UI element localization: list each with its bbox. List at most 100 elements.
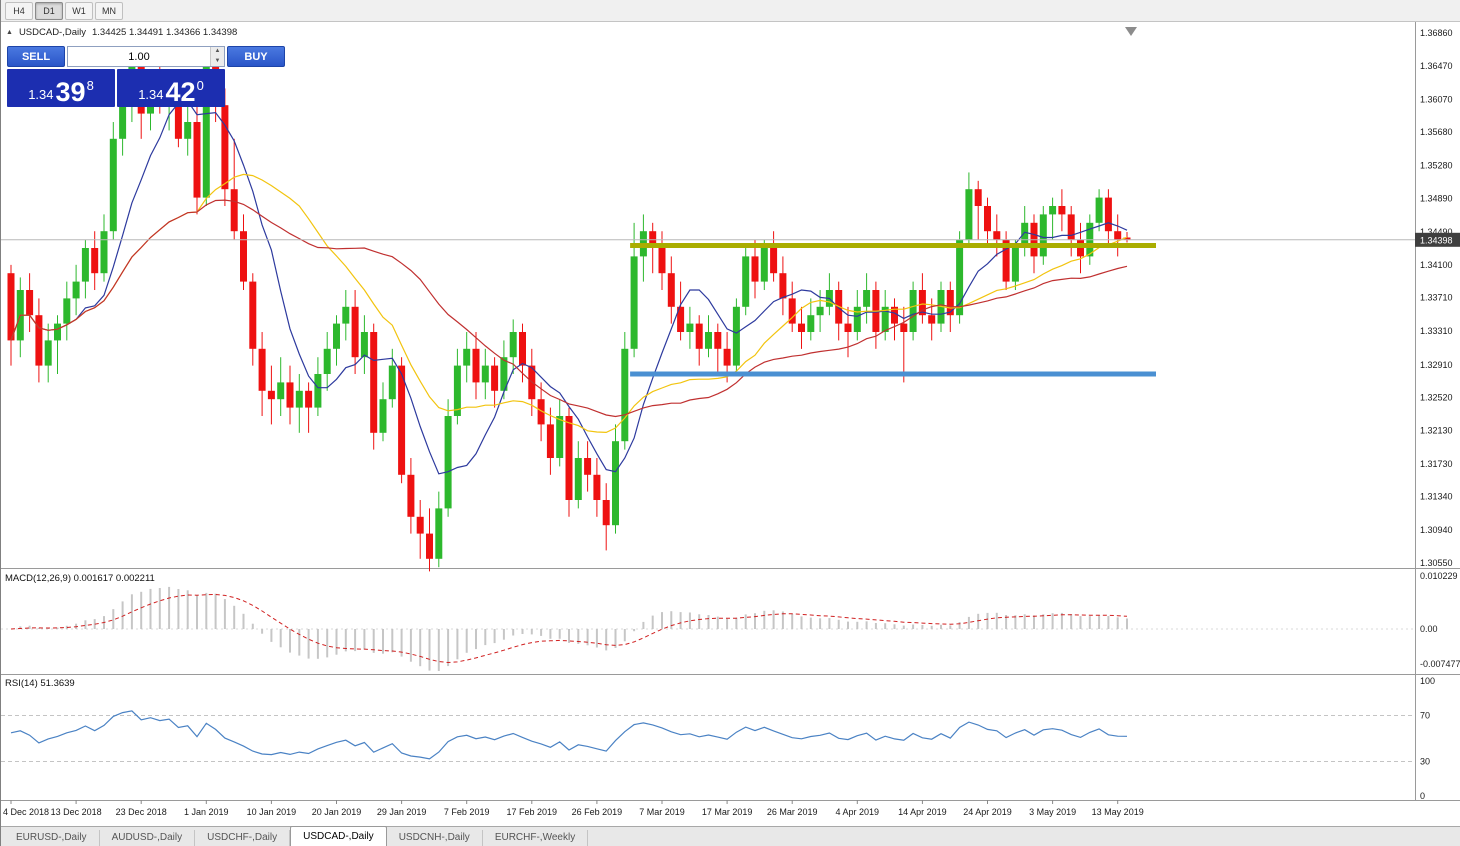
volume-spinner: ▲ ▼ [210, 47, 224, 66]
chart-tab-eurchf-weekly[interactable]: EURCHF-,Weekly [483, 830, 589, 846]
current-price-badge-text: 1.34398 [1420, 235, 1453, 245]
candle [779, 273, 787, 299]
candle [416, 516, 424, 534]
price-axis-label: 1.35280 [1420, 161, 1453, 171]
candle [891, 306, 898, 324]
candle [370, 332, 378, 433]
candle [463, 348, 471, 366]
buy-button[interactable]: BUY [227, 46, 285, 67]
sell-price-main: 39 [55, 77, 86, 108]
candle [1114, 231, 1122, 240]
candle [1021, 222, 1029, 248]
buy-price-pip: 0 [196, 78, 204, 93]
chart-shift-marker-icon[interactable] [1125, 27, 1137, 36]
rsi-axis-label: 30 [1420, 757, 1430, 767]
sell-button[interactable]: SELL [7, 46, 65, 67]
chart-ohlc-values: 1.34425 1.34491 1.34366 1.34398 [91, 27, 238, 38]
candle [1058, 206, 1066, 215]
timeframe-d1-button[interactable]: D1 [35, 1, 63, 20]
rsi-line [10, 710, 1128, 760]
chart-canvas[interactable]: 1.368601.364701.360701.356801.352801.348… [1, 22, 1460, 826]
candle [946, 290, 954, 316]
macd-indicator-label: MACD(12,26,9) 0.001617 0.002211 [5, 573, 155, 584]
candle [54, 323, 61, 341]
candle [314, 374, 322, 408]
chart-tab-usdcad-daily[interactable]: USDCAD-,Daily [290, 826, 387, 846]
candle [277, 382, 285, 400]
sell-price-prefix: 1.34 [28, 87, 54, 102]
volume-input[interactable] [68, 47, 210, 66]
candle [240, 231, 247, 282]
chart-tab-usdcnh-daily[interactable]: USDCNH-,Daily [387, 830, 483, 846]
candle [100, 231, 108, 274]
candle [584, 458, 592, 475]
price-axis-label: 1.36470 [1420, 61, 1453, 71]
candle [965, 189, 973, 240]
candle [63, 298, 71, 324]
volume-input-group: ▲ ▼ [67, 46, 225, 67]
candle [509, 332, 517, 358]
sell-price-pip: 8 [86, 78, 94, 93]
volume-decrease-button[interactable]: ▼ [211, 56, 224, 66]
chart-tab-eurusd-daily[interactable]: EURUSD-,Daily [4, 830, 100, 846]
candle [7, 273, 15, 341]
buy-price-display[interactable]: 1.34 42 0 [117, 69, 225, 107]
sell-price-display[interactable]: 1.34 39 8 [7, 69, 115, 107]
candle [481, 365, 489, 383]
candle [798, 323, 805, 332]
timeframe-mn-button[interactable]: MN [95, 1, 123, 20]
candle [379, 399, 387, 433]
date-axis-label: 29 Jan 2019 [377, 807, 427, 817]
price-axis-label: 1.32520 [1420, 393, 1453, 403]
candle [565, 416, 573, 500]
timeframe-w1-button[interactable]: W1 [65, 1, 93, 20]
price-axis-label: 1.36070 [1420, 94, 1453, 104]
timeframe-h4-button[interactable]: H4 [5, 1, 33, 20]
price-axis-label: 1.32130 [1420, 425, 1453, 435]
candle [1104, 197, 1112, 232]
candle [686, 323, 694, 332]
date-axis-label: 17 Feb 2019 [507, 807, 558, 817]
volume-increase-button[interactable]: ▲ [211, 47, 224, 57]
chart-symbol-label: USDCAD-,Daily [18, 27, 86, 38]
candle [249, 281, 257, 349]
candle [109, 138, 117, 232]
candle [407, 474, 415, 517]
macd-axis-label: 0.010229 [1420, 571, 1458, 581]
date-axis-label: 1 Jan 2019 [184, 807, 229, 817]
candle [388, 365, 396, 400]
candle [602, 500, 610, 526]
date-axis-label: 4 Dec 2018 [3, 807, 49, 817]
candle [286, 382, 294, 408]
candle [323, 348, 331, 374]
macd-signal-line [10, 593, 1128, 664]
price-axis-label: 1.30940 [1420, 525, 1453, 535]
date-axis-label: 7 Feb 2019 [444, 807, 490, 817]
date-axis-label: 14 Apr 2019 [898, 807, 947, 817]
candle [519, 332, 526, 366]
candle [621, 348, 629, 442]
price-axis-label: 1.34890 [1420, 193, 1453, 203]
candle [1067, 214, 1075, 240]
candle [398, 365, 406, 475]
date-axis-label: 13 May 2019 [1092, 807, 1144, 817]
candle [1002, 239, 1010, 282]
candle [72, 281, 80, 299]
candle [202, 54, 210, 198]
date-axis-label: 13 Dec 2018 [51, 807, 102, 817]
candle [91, 248, 99, 274]
candle [705, 332, 712, 349]
candle [630, 256, 638, 349]
candle [453, 365, 461, 416]
candle [612, 441, 619, 526]
macd-axis-label: -0.007477 [1420, 659, 1460, 669]
date-axis-label: 20 Jan 2019 [312, 807, 362, 817]
price-axis-label: 1.35680 [1420, 127, 1453, 137]
candle [184, 122, 192, 139]
chart-tab-audusd-daily[interactable]: AUDUSD-,Daily [100, 830, 196, 846]
candle [295, 390, 303, 408]
chart-tab-usdchf-daily[interactable]: USDCHF-,Daily [195, 830, 291, 846]
candle [193, 122, 201, 198]
candle [909, 290, 917, 332]
candle [760, 248, 768, 282]
